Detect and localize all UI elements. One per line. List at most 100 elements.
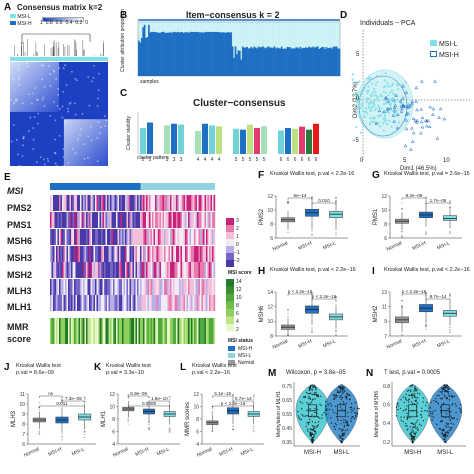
item-consensus-bar <box>329 22 332 48</box>
heatmap-cell <box>168 279 171 295</box>
pca-point-msi-l <box>355 125 358 129</box>
item-consensus-bar <box>142 27 145 76</box>
mmr-score-cell <box>105 318 108 344</box>
heatmap-cell <box>135 212 138 228</box>
heatmap-cell <box>179 246 181 262</box>
heatmap-cell <box>125 229 127 245</box>
heatmap-cell <box>84 195 87 211</box>
beeswarm-point <box>319 403 321 405</box>
heatmap-cell <box>146 262 148 278</box>
beeswarm-point <box>346 398 348 400</box>
item-consensus-bar <box>210 22 212 32</box>
beeswarm-point <box>305 391 308 394</box>
beeswarm-point <box>313 433 316 436</box>
beeswarm-point <box>414 400 416 402</box>
heatmap-cell <box>117 262 120 278</box>
item-consensus-bar <box>262 22 264 47</box>
heatmap-cell <box>107 229 109 245</box>
panel-d-xlabel: Dim1 (46.5%) <box>400 166 437 172</box>
heatmap-cell <box>135 229 138 245</box>
beeswarm-point <box>414 395 416 397</box>
heatmap-cell <box>156 195 159 211</box>
pca-point-msi-l <box>368 103 371 106</box>
mmr-score-cell <box>113 318 115 344</box>
mmr-score-cell <box>186 318 189 344</box>
heatmap-cell <box>86 279 88 295</box>
heatmap-cell <box>167 212 169 228</box>
heatmap-cell <box>200 246 202 262</box>
beeswarm-point <box>317 421 320 423</box>
heatmap-cell <box>125 246 127 262</box>
heatmap-cell <box>171 195 174 211</box>
heatmap-cell <box>213 246 216 262</box>
y-tick-label: 8 <box>270 334 273 340</box>
heatmap-cell <box>170 295 172 311</box>
beeswarm-point <box>441 432 443 434</box>
cluster-pattern-tick: 3 <box>173 157 176 163</box>
heatmap-cell <box>198 279 201 295</box>
heatmap-cell <box>93 279 96 295</box>
x-tick-label: MSI-L <box>322 240 337 251</box>
heatmap-cell <box>204 262 207 278</box>
panel-letter-a: A <box>4 2 12 13</box>
heatmap-cell <box>213 229 216 245</box>
heatmap-cell <box>194 212 196 228</box>
item-consensus-bar <box>325 22 328 47</box>
beeswarm-point <box>410 401 413 403</box>
beeswarm-point <box>410 385 413 387</box>
heatmap-cell <box>173 212 175 228</box>
consensus-noise <box>58 67 60 69</box>
pca-point-msi-l <box>356 92 359 95</box>
item-consensus-bar <box>159 32 162 76</box>
heatmap-cell <box>198 246 201 262</box>
sig-label: 7.3e−09 <box>65 396 82 401</box>
item-consensus-bar <box>306 22 309 49</box>
beeswarm-point <box>448 429 450 432</box>
colorbar-swatch <box>226 246 234 253</box>
heatmap-cell <box>198 212 201 228</box>
item-consensus-bar <box>174 32 176 76</box>
consensus-noise <box>73 102 76 105</box>
beeswarm-point <box>451 404 453 406</box>
heatmap-cell <box>69 229 72 245</box>
heatmap-cell <box>170 246 172 262</box>
pca-point-msi-h <box>426 118 431 122</box>
beeswarm-point <box>416 392 419 394</box>
beeswarm-point <box>413 392 416 395</box>
beeswarm-point <box>344 419 347 421</box>
heatmap-cell <box>186 295 189 311</box>
item-consensus-bar <box>166 32 169 76</box>
item-consensus-bar <box>226 32 228 76</box>
pca-point-msi-l <box>367 97 370 100</box>
beeswarm-point <box>400 416 402 418</box>
heatmap-cell <box>105 279 108 295</box>
heatmap-cell <box>168 295 171 311</box>
pca-point-msi-l <box>373 98 377 102</box>
beeswarm-point <box>313 385 315 388</box>
sig-bracket <box>61 400 85 403</box>
heatmap-cell <box>140 212 142 228</box>
pca-point-msi-l <box>372 102 375 105</box>
pca-point-msi-h <box>419 107 424 111</box>
heatmap-cell <box>51 246 54 262</box>
panel-m-test: Wilcoxon, p = 3.8e−05 <box>286 370 346 376</box>
item-consensus-bar <box>335 46 338 76</box>
pca-point-msi-l <box>387 111 391 114</box>
heatmap-cell <box>51 295 54 311</box>
beeswarm-point <box>350 411 353 413</box>
beeswarm-point <box>316 425 319 427</box>
mmr-score-cell <box>134 318 136 344</box>
beeswarm-point <box>341 397 344 399</box>
pca-point-msi-l <box>373 120 376 124</box>
heatmap-cell <box>167 262 169 278</box>
consensus-noise <box>67 107 69 110</box>
beeswarm-point <box>404 409 406 411</box>
heatmap-cell <box>141 279 144 295</box>
beeswarm-point <box>444 434 447 436</box>
heatmap-cell <box>174 279 177 295</box>
heatmap-cell <box>128 195 130 211</box>
sig-bracket <box>128 395 150 398</box>
pca-point-msi-h <box>419 131 423 135</box>
colorbar-swatch <box>226 225 234 232</box>
